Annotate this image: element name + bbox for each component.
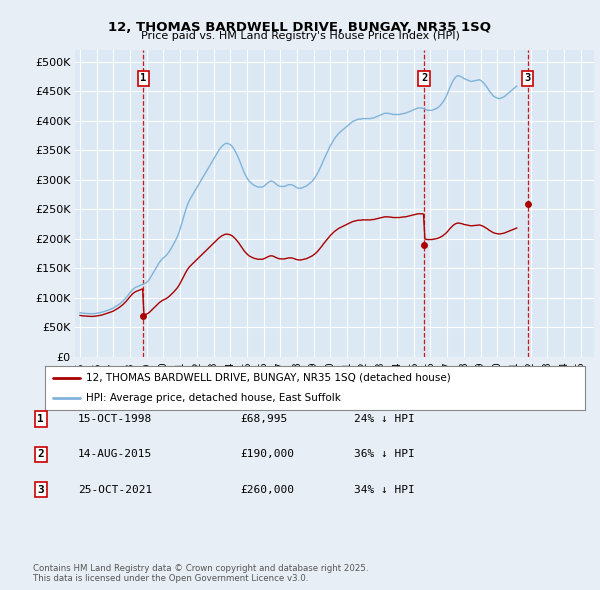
Text: 12, THOMAS BARDWELL DRIVE, BUNGAY, NR35 1SQ (detached house): 12, THOMAS BARDWELL DRIVE, BUNGAY, NR35 … xyxy=(86,373,450,383)
Text: 2: 2 xyxy=(421,74,427,83)
Text: 36% ↓ HPI: 36% ↓ HPI xyxy=(354,450,415,459)
Text: 1: 1 xyxy=(140,74,146,83)
Text: Contains HM Land Registry data © Crown copyright and database right 2025.
This d: Contains HM Land Registry data © Crown c… xyxy=(33,563,368,583)
Text: £190,000: £190,000 xyxy=(240,450,294,459)
Text: 15-OCT-1998: 15-OCT-1998 xyxy=(78,414,152,424)
Text: £260,000: £260,000 xyxy=(240,485,294,494)
Text: 14-AUG-2015: 14-AUG-2015 xyxy=(78,450,152,459)
Text: 12, THOMAS BARDWELL DRIVE, BUNGAY, NR35 1SQ: 12, THOMAS BARDWELL DRIVE, BUNGAY, NR35 … xyxy=(109,21,491,34)
Text: 34% ↓ HPI: 34% ↓ HPI xyxy=(354,485,415,494)
Text: Price paid vs. HM Land Registry's House Price Index (HPI): Price paid vs. HM Land Registry's House … xyxy=(140,31,460,41)
Text: 1: 1 xyxy=(37,414,44,424)
Text: HPI: Average price, detached house, East Suffolk: HPI: Average price, detached house, East… xyxy=(86,393,340,403)
Text: £68,995: £68,995 xyxy=(240,414,287,424)
Text: 3: 3 xyxy=(524,74,531,83)
Text: 24% ↓ HPI: 24% ↓ HPI xyxy=(354,414,415,424)
Text: 2: 2 xyxy=(37,450,44,459)
Text: 25-OCT-2021: 25-OCT-2021 xyxy=(78,485,152,494)
Text: 3: 3 xyxy=(37,485,44,494)
